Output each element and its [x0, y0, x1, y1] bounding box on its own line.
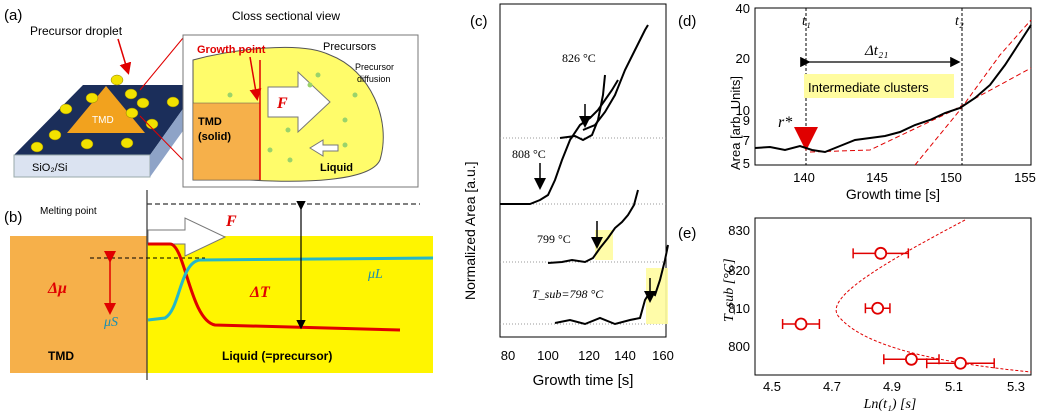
panel-c-ylabel: Normalized Area [a.u.]	[462, 161, 478, 300]
panel-d-xtick: 145	[866, 170, 888, 185]
curve-808-label: 808 °C	[512, 147, 546, 161]
diffusion-label-1: Precursor	[355, 62, 394, 72]
panel-c-xlabel: Growth time [s]	[533, 372, 634, 389]
panel-b-label: (b)	[4, 209, 22, 226]
mu-l-label: μL	[367, 267, 383, 282]
force-arrow-a	[267, 70, 331, 134]
panel-d-xtick: 140	[793, 170, 815, 185]
substrate-label: SiO₂/Si	[32, 162, 67, 174]
panel-d-ytick: 9	[743, 113, 750, 128]
temperature-curve	[148, 242, 401, 332]
panel-e-ylabel: T_sub [°C]	[722, 258, 737, 322]
panel-d-xtick: 155	[1014, 170, 1036, 185]
tmd-label: TMD	[92, 115, 114, 126]
tmd-solid	[192, 102, 261, 181]
growth-point-label: Growth point	[197, 44, 266, 56]
panel-a-label: (a)	[4, 7, 22, 24]
data-point	[874, 246, 888, 260]
data-point	[794, 317, 808, 331]
panel-d-ytick: 7	[743, 133, 750, 148]
tmd-solid-label-1: TMD	[198, 116, 222, 128]
liquid-label-b: Liquid (=precursor)	[222, 349, 332, 363]
mu-s-label: μS	[103, 315, 118, 330]
r-star-label: r*	[778, 114, 792, 131]
data-point	[871, 301, 885, 315]
force-label-b: F	[225, 213, 237, 230]
t1-label: t₁	[802, 14, 811, 29]
melting-point-label: Melting point	[40, 206, 97, 217]
panel-c-xtick: 100	[537, 348, 559, 363]
tmd-region	[10, 236, 147, 373]
panel-e: (e) 830 820 810 800 4.5 4.7 4.9 5.1 5.3 …	[678, 217, 1032, 411]
panel-d-xtick: 150	[940, 170, 962, 185]
precursors-label: Precursors	[323, 41, 377, 53]
panel-e-xtick: 5.3	[1007, 379, 1025, 394]
plot-d-frame	[754, 7, 1032, 166]
panel-c-xtick: 140	[614, 348, 636, 363]
panel-e-xtick: 4.7	[823, 379, 841, 394]
panel-a: (a) SiO₂/Si TMD Precursor droplet	[4, 7, 419, 188]
panel-d-ytick: 40	[736, 1, 750, 16]
curve-826-label: 826 °C	[562, 51, 596, 65]
panel-e-xtick: 4.9	[883, 379, 901, 394]
curve-798-label: T_sub=798 °C	[532, 287, 604, 301]
delta-mu-label: Δμ	[47, 280, 67, 297]
panel-e-label: (e)	[678, 225, 696, 242]
curve-799-label: 799 °C	[537, 232, 571, 246]
panel-d-label: (d)	[678, 13, 696, 30]
tmd-triangle	[67, 86, 145, 133]
panel-d-ytick: 20	[736, 51, 750, 66]
panel-e-ytick: 810	[728, 301, 750, 316]
droplets	[30, 74, 180, 153]
panel-d: (d) 40 20 10 9 7 5 140 145 150 155 Growt…	[678, 1, 1036, 202]
data-point	[954, 356, 967, 370]
force-label-a: F	[276, 95, 288, 112]
intermediate-label: Intermediate clusters	[808, 80, 929, 95]
fit-curve	[835, 219, 1032, 373]
plot-c-frame	[499, 3, 667, 338]
panel-c-xtick: 80	[501, 348, 515, 363]
panel-d-ytick: 10	[736, 103, 750, 118]
panel-e-ytick: 830	[728, 223, 750, 238]
panel-e-ytick: 800	[728, 339, 750, 354]
cross-section-title: Closs sectional view	[232, 9, 340, 23]
tmd-solid-label-2: (solid)	[198, 131, 231, 143]
tmd-label-b: TMD	[48, 349, 74, 363]
scatter-points	[781, 246, 995, 370]
delta-t-label: ΔT	[249, 284, 271, 301]
panel-e-xtick: 4.5	[763, 379, 781, 394]
panel-e-ytick: 820	[728, 263, 750, 278]
panel-e-xlabel: Ln(t₁) [s]	[863, 397, 917, 411]
diffusion-label-2: diffusion	[357, 74, 390, 84]
panel-c-xtick: 120	[578, 348, 600, 363]
data-point	[905, 352, 918, 366]
t2-label: t₂	[955, 14, 964, 29]
delta-t21-label: Δt₂₁	[864, 43, 888, 59]
panel-c: (c) Normalized Area [a.u.] 80 100 120 14…	[462, 3, 674, 389]
panel-c-xtick: 160	[652, 348, 674, 363]
panel-d-ylabel: Area [arb. Units]	[728, 76, 743, 170]
liquid-label-a: Liquid	[320, 162, 353, 174]
precursor-droplet-label: Precursor droplet	[30, 24, 123, 38]
panel-e-xtick: 5.1	[945, 379, 963, 394]
plot-e-frame	[754, 217, 1032, 376]
panel-b: (b) Melting point F Δμ ΔT μL μS TMD Liqu…	[4, 190, 434, 380]
potential-curve	[147, 256, 434, 322]
panel-d-ytick: 5	[743, 156, 750, 171]
panel-c-label: (c)	[470, 13, 488, 30]
panel-d-xlabel: Growth time [s]	[846, 186, 940, 202]
